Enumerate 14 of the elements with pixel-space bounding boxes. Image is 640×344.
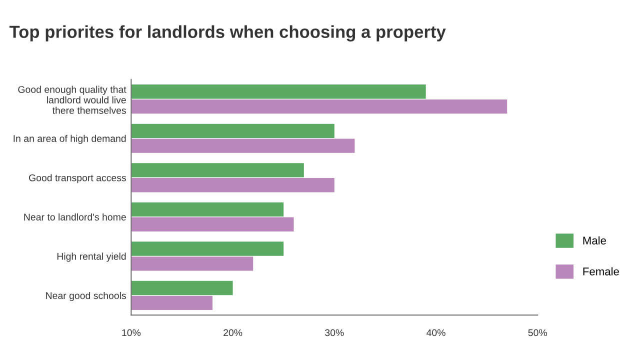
y-tick-label: In an area of high demand	[14, 134, 126, 144]
y-tick-label: Near to landlord's home	[24, 213, 126, 221]
y-tick-label: High rental yield	[57, 252, 126, 262]
x-tick-label: 20%	[224, 329, 242, 336]
y-tick-label: Good transport access	[29, 174, 126, 184]
legend-label: Female	[583, 267, 619, 276]
x-tick-label: 10%	[122, 329, 141, 336]
chart-title: Top priorites for landlords when choosing a property	[9, 25, 446, 42]
x-tick-label: 50%	[528, 329, 547, 336]
y-tick-label: Good enough quality that landlord would live there themselves	[18, 86, 126, 114]
x-tick-label: 30%	[325, 329, 344, 336]
y-tick-label: Near good schools	[46, 292, 126, 302]
x-tick-label: 40%	[426, 329, 446, 336]
legend-label: Male	[583, 236, 606, 244]
